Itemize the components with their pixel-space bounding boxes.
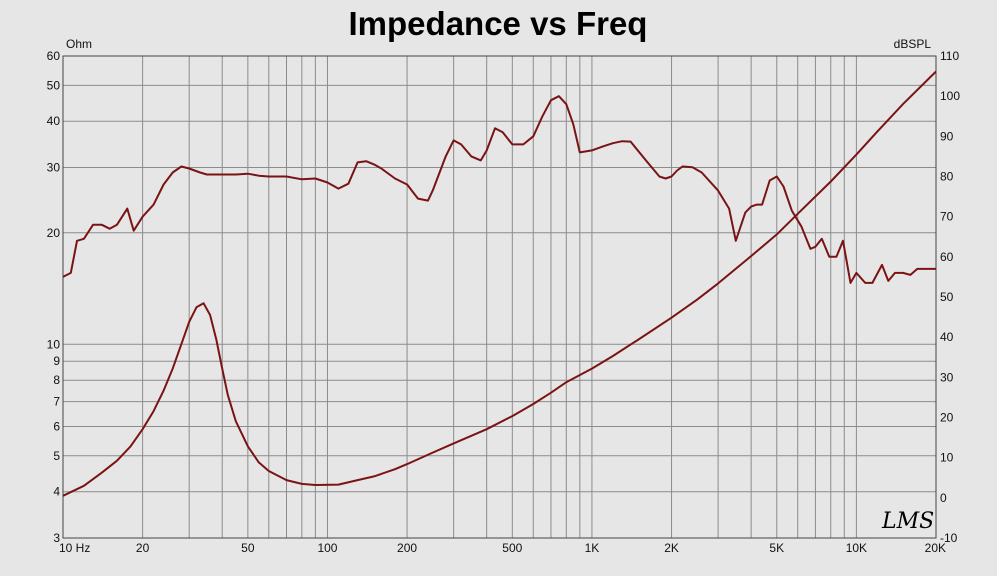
right-tick-label: 20 [940, 411, 954, 425]
left-tick-label: 8 [53, 373, 60, 387]
left-tick-label: 30 [47, 161, 61, 175]
x-tick-labels: 10 Hz 20 50 100 200 500 1K 2K 5K 10K 20K [59, 541, 946, 555]
right-tick-label: 40 [940, 330, 954, 344]
right-tick-label: 10 [940, 451, 954, 465]
left-tick-labels: 3 4 5 6 7 8 9 10 20 30 40 50 60 [47, 49, 61, 545]
x-tick-label: 20 [136, 541, 150, 555]
right-tick-label: 80 [940, 170, 954, 184]
right-tick-label: 110 [940, 49, 959, 63]
x-tick-label: 2K [664, 541, 679, 555]
chart-title: Impedance vs Freq [349, 5, 648, 42]
left-tick-label: 20 [47, 226, 61, 240]
right-tick-label: 90 [940, 129, 954, 143]
right-tick-label: 100 [940, 89, 960, 103]
x-tick-label: 20K [925, 541, 946, 555]
left-tick-label: 4 [53, 485, 60, 499]
right-tick-label: 30 [940, 370, 954, 384]
right-tick-labels: -10 0 10 20 30 40 50 60 70 80 90 100 110 [940, 49, 960, 545]
right-tick-label: 50 [940, 290, 954, 304]
x-tick-label: 100 [317, 541, 337, 555]
right-tick-label: 0 [940, 491, 947, 505]
left-tick-label: 50 [47, 78, 61, 92]
x-tick-label: 50 [241, 541, 255, 555]
left-tick-label: 40 [47, 114, 61, 128]
x-tick-label: 1K [585, 541, 600, 555]
left-tick-label: 5 [53, 449, 60, 463]
right-axis-unit: dBSPL [894, 37, 932, 51]
x-tick-label: 10 Hz [59, 541, 90, 555]
left-axis-unit: Ohm [66, 37, 92, 51]
right-tick-label: 70 [940, 210, 954, 224]
x-tick-label: 200 [397, 541, 417, 555]
series-lines [62, 70, 937, 497]
x-tick-label: 500 [502, 541, 522, 555]
grid-lines [62, 55, 937, 539]
left-tick-label: 7 [53, 395, 60, 409]
left-tick-label: 6 [53, 419, 60, 433]
left-tick-label: 9 [53, 354, 60, 368]
impedance-line [62, 70, 937, 497]
left-tick-label: 3 [53, 531, 60, 545]
x-tick-label: 10K [846, 541, 867, 555]
left-tick-label: 60 [47, 49, 61, 63]
plot-frame [62, 55, 937, 539]
x-tick-label: 5K [769, 541, 784, 555]
right-tick-label: -10 [940, 531, 958, 545]
left-tick-label: 10 [47, 337, 61, 351]
spl-line [62, 95, 936, 284]
lms-watermark: LMS [881, 509, 934, 534]
right-tick-label: 60 [940, 250, 954, 264]
